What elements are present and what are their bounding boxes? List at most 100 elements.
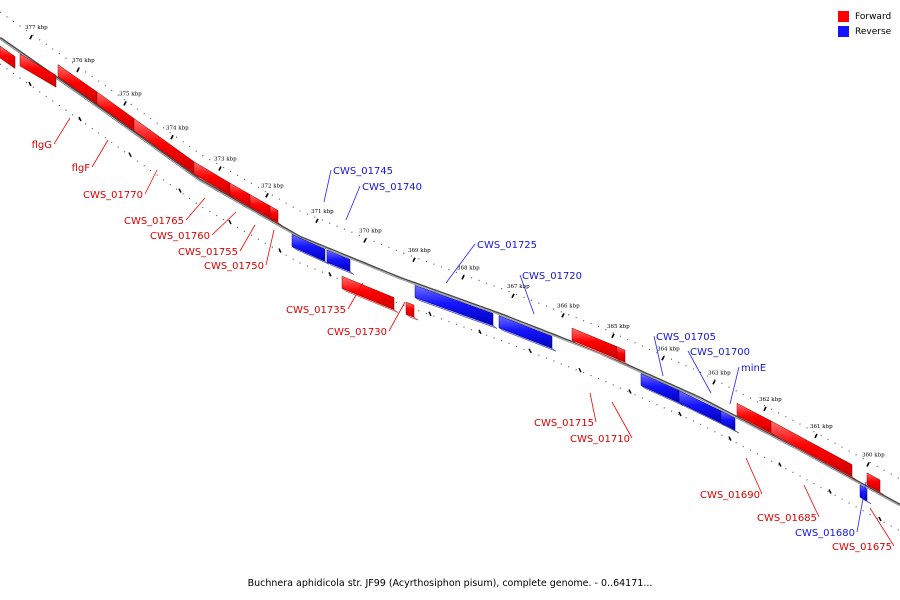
- kbp-tick: [363, 238, 367, 243]
- minor-tick: [428, 311, 432, 317]
- gene-leader-line: [265, 229, 275, 266]
- gene-leader-line: [388, 301, 406, 332]
- kbp-tick-label: 367 kbp: [507, 284, 530, 290]
- gene-leader-line: [345, 185, 361, 221]
- kbp-tick: [511, 293, 515, 299]
- kbp-tick: [123, 101, 127, 106]
- kbp-tick-label: 371 kbp: [311, 209, 334, 215]
- kbp-tick: [461, 275, 465, 280]
- dotted-tracks: [0, 11, 900, 532]
- minor-tick: [128, 152, 132, 157]
- upper-dotted-track: [0, 11, 900, 480]
- gene-CWS_01735[interactable]: [341, 275, 399, 313]
- gene-labels: flgG flgF CWS_01770 CWS_01765 CWS_01760 CWS_0…: [32, 140, 892, 553]
- legend-item-forward: Forward: [838, 9, 891, 24]
- gene-CWS_01750[interactable]: [269, 205, 283, 226]
- partial-gene-left-edge: [0, 45, 16, 69]
- minor-tick: [478, 329, 482, 335]
- gene-leader-line: [445, 243, 476, 284]
- kbp-tick: [611, 333, 615, 339]
- gene-label: CWS_01690: [700, 490, 760, 501]
- gene-body: [341, 275, 395, 310]
- kbp-tick-label: 373 kbp: [214, 157, 237, 163]
- gene-CWS_01685[interactable]: [770, 420, 857, 480]
- minor-tick: [628, 389, 632, 394]
- gene-leader-line: [611, 401, 633, 439]
- genome-caption: Buchnera aphidicola str. JF99 (Acyrthosi…: [247, 578, 653, 589]
- minor-tick: [28, 81, 32, 87]
- kbp-tick-label: 363 kbp: [708, 370, 731, 376]
- kbp-tick-label: 366 kbp: [557, 303, 580, 309]
- gene-label: CWS_01715: [534, 418, 594, 429]
- gene-body: [640, 373, 680, 403]
- kbp-tick-label: 376 kbp: [72, 58, 95, 64]
- lower-dotted-track: [0, 63, 900, 532]
- gene-label: CWS_01760: [150, 231, 210, 242]
- gene-CWS_01765[interactable]: [193, 161, 235, 199]
- minor-tick: [678, 411, 682, 417]
- gene-leader-line: [589, 392, 597, 423]
- gene-label: flgF: [72, 163, 91, 174]
- kbp-tick: [265, 192, 269, 198]
- gene-label: CWS_01705: [656, 332, 716, 343]
- kbp-tick-label: 361 kbp: [810, 424, 833, 430]
- gene-CWS_01730[interactable]: [405, 301, 419, 321]
- kbp-tick: [712, 379, 716, 385]
- gene-label: CWS_01730: [327, 327, 387, 338]
- kbp-tick-label: 365 kbp: [607, 324, 630, 330]
- gene-label: CWS_01765: [124, 216, 184, 227]
- minor-tick: [728, 436, 732, 441]
- kbp-tick-label: 370 kbp: [359, 228, 382, 234]
- gene-leader-line: [856, 481, 867, 533]
- gene-flgF[interactable]: [96, 91, 139, 134]
- gene-label: flgG: [32, 140, 52, 151]
- gene-minE[interactable]: [720, 410, 740, 434]
- gene-label: CWS_01750: [204, 261, 264, 272]
- gene-leader-line: [323, 169, 332, 203]
- gene-label: CWS_01735: [286, 305, 346, 316]
- gene-label: CWS_01675: [832, 542, 892, 553]
- gene-leader-line: [653, 335, 664, 377]
- gene-leader-line: [211, 211, 237, 236]
- gene-label: CWS_01700: [690, 347, 750, 358]
- genome-line-highlight: [0, 38, 900, 507]
- gene-leader-line: [869, 507, 895, 547]
- kbp-tick-label: 360 kbp: [862, 453, 885, 459]
- gene-CWS_01720[interactable]: [498, 315, 557, 352]
- kbp-tick-label: 369 kbp: [408, 248, 431, 254]
- gene-body: [326, 249, 351, 272]
- legend-label-forward: Forward: [855, 11, 892, 22]
- gene-body: [866, 472, 881, 493]
- gene-CWS_01710[interactable]: [616, 346, 630, 366]
- kbp-tick-label: 374 kbp: [166, 125, 189, 131]
- kbp-tick-label: 368 kbp: [457, 265, 480, 271]
- kbp-tick-label: 362 kbp: [759, 397, 782, 403]
- gene-leader-line: [803, 484, 820, 518]
- gene-CWS_01740[interactable]: [326, 249, 355, 275]
- kbp-tick: [29, 34, 33, 40]
- kbp-tick-label: 375 kbp: [119, 91, 142, 97]
- gene-CWS_01690[interactable]: [736, 402, 776, 437]
- gene-CWS_01745[interactable]: [291, 234, 330, 265]
- kbp-tick-label: 364 kbp: [657, 346, 680, 352]
- gene-leader-line: [185, 197, 206, 221]
- gene-flgG[interactable]: [57, 64, 102, 108]
- gene-CWS_01675[interactable]: [866, 472, 885, 496]
- minor-tick: [178, 188, 182, 193]
- gene-label: CWS_01725: [477, 240, 537, 251]
- minor-tick: [528, 348, 532, 354]
- legend: Forward Reverse: [838, 9, 891, 39]
- gene-label: CWS_01770: [83, 190, 143, 201]
- partial-gene-left: [19, 53, 57, 88]
- gene-leader-line: [687, 350, 712, 394]
- gene-body: [720, 410, 736, 431]
- minor-tick: [78, 116, 82, 122]
- gene-CWS_01705[interactable]: [640, 373, 684, 406]
- gene-CWS_01725[interactable]: [414, 285, 498, 329]
- kbp-tick-label: 372 kbp: [261, 183, 284, 189]
- gene-leader-line: [91, 139, 109, 168]
- gene-body: [498, 315, 553, 349]
- forward-swatch: [838, 11, 849, 22]
- gene-body: [269, 205, 279, 223]
